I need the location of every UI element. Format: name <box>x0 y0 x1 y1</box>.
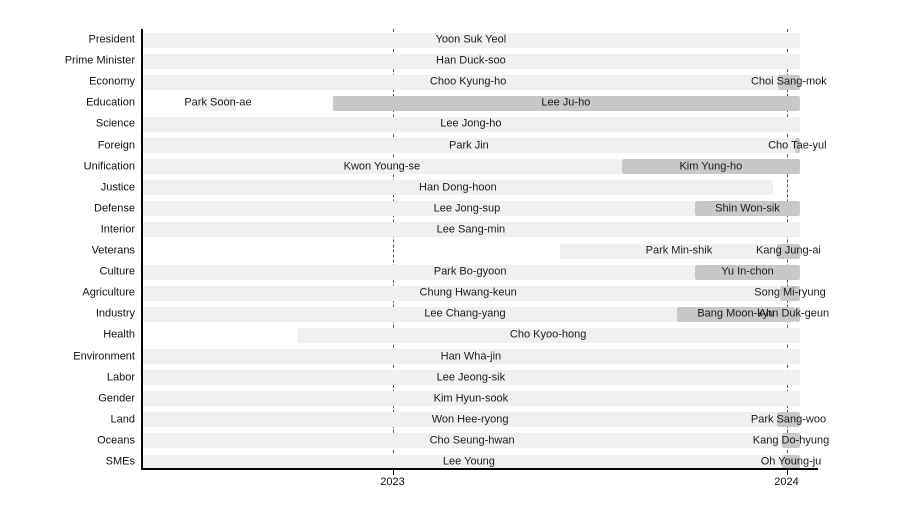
minister-name-label: Choi Sang-mok <box>750 75 827 88</box>
tenure-bar-shin-won-sik <box>695 201 800 217</box>
minister-name-label: Yoon Suk Yeol <box>435 33 507 46</box>
row-label-veterans: Veterans <box>91 244 135 257</box>
row-label-agriculture: Agriculture <box>82 286 135 299</box>
x-axis-line <box>141 468 818 470</box>
tenure-bar-park-soon-ae <box>199 95 237 111</box>
tenure-bar-song-mi-ryung <box>780 285 800 301</box>
tenure-bar-kim-yung-ho <box>621 159 800 175</box>
tenure-bar-cho-seung-hwan <box>141 433 783 449</box>
minister-name-label: Oh Young-ju <box>760 455 822 468</box>
tenure-bar-park-sang-woo <box>777 412 800 428</box>
minister-name-label: Choo Kyung-ho <box>429 75 507 88</box>
tenure-bar-han-wha-jin <box>141 349 800 364</box>
row-label-smes: SMEs <box>105 455 135 468</box>
tenure-bar-lee-ju-ho <box>333 95 800 111</box>
tenure-bar-yu-in-chon <box>695 264 800 280</box>
minister-name-label: Kang Do-hyung <box>752 434 830 447</box>
row-label-prime-minister: Prime Minister <box>64 54 135 67</box>
tenure-bar-lee-chang-yang <box>141 306 677 322</box>
tenure-bar-kwon-young-se <box>141 159 622 175</box>
tenure-bar-lee-jong-sup <box>141 201 696 217</box>
row-label-environment: Environment <box>73 350 135 362</box>
axis-tick-label: 2024 <box>774 476 799 488</box>
row-label-foreign: Foreign <box>97 139 135 151</box>
minister-name-label: Yu In-chon <box>721 265 774 278</box>
tenure-bar-yoon-suk-yeol <box>141 32 800 48</box>
row-label-president: President <box>88 33 135 46</box>
minister-name-label: Lee Sang-min <box>436 223 506 236</box>
tenure-bar-chung-hwang-keun <box>141 285 781 301</box>
row-label-education: Education <box>86 96 135 109</box>
tenure-bar-lee-sang-min <box>141 222 800 238</box>
minister-name-label: Kim Hyun-sook <box>433 392 509 405</box>
tenure-bar-han-dong-hoon <box>141 180 774 196</box>
minister-name-label: Lee Jong-sup <box>433 202 501 215</box>
tenure-bar-oh-young-ju <box>782 454 800 470</box>
minister-name-label: Han Dong-hoon <box>419 181 497 194</box>
row-label-defense: Defense <box>94 202 135 215</box>
minister-name-label: Lee Young <box>442 455 495 468</box>
minister-name-label: Ahn Duk-geun <box>758 307 830 320</box>
row-label-economy: Economy <box>89 75 135 88</box>
tenure-bar-lee-jong-ho <box>141 116 800 132</box>
tenure-bar-kang-do-hyung <box>782 433 800 449</box>
tenure-bar-park-bo-gyoon <box>141 264 696 280</box>
minister-name-label: Cho Tae-yul <box>768 139 827 151</box>
minister-name-label: Cho Seung-hwan <box>429 434 515 447</box>
row-label-oceans: Oceans <box>97 434 135 447</box>
year-gridline <box>392 29 394 468</box>
row-label-industry: Industry <box>95 307 135 320</box>
minister-name-label: Park Bo-gyoon <box>433 265 507 278</box>
minister-name-label: Kim Yung-ho <box>679 160 743 173</box>
minister-name-label: Won Hee-ryong <box>431 413 509 426</box>
minister-name-label: Cho Kyoo-hong <box>509 328 587 341</box>
row-label-gender: Gender <box>98 392 135 405</box>
minister-name-label: Kang Jung-ai <box>756 244 821 257</box>
axis-tick <box>786 469 788 475</box>
minister-name-label: Kwon Young-se <box>343 160 421 173</box>
minister-name-label: Lee Chang-yang <box>424 307 506 320</box>
tenure-bar-ahn-duk-geun <box>794 306 800 322</box>
row-label-culture: Culture <box>99 265 135 278</box>
minister-name-label: Han Wha-jin <box>440 350 502 362</box>
tenure-bar-park-jin <box>141 138 795 153</box>
tenure-bar-han-duck-soo <box>141 53 800 69</box>
axis-tick <box>392 469 394 475</box>
minister-name-label: Shin Won-sik <box>715 202 780 215</box>
row-label-interior: Interior <box>100 223 135 236</box>
tenure-bar-cho-kyoo-hong <box>297 327 800 343</box>
axis-tick-label: 2023 <box>380 476 405 488</box>
minister-name-label: Park Soon-ae <box>184 96 252 109</box>
tenure-bar-cho-tae-yul <box>794 138 800 153</box>
tenure-bar-kang-jung-ai <box>777 243 800 259</box>
tenure-bar-park-min-shik <box>559 243 778 259</box>
tenure-bar-lee-jeong-sik <box>141 370 800 386</box>
tenure-bar-choi-sang-mok <box>777 74 800 90</box>
y-axis-line <box>141 29 143 470</box>
minister-name-label: Park Sang-woo <box>750 413 827 426</box>
minister-name-label: Park Min-shik <box>645 244 713 257</box>
minister-name-label: Park Jin <box>449 139 489 151</box>
row-label-health: Health <box>103 328 135 341</box>
minister-name-label: Lee Jeong-sik <box>436 371 506 384</box>
tenure-bar-lee-young <box>141 454 783 470</box>
row-label-unification: Unification <box>83 160 135 173</box>
tenure-bar-won-hee-ryong <box>141 412 778 428</box>
row-label-labor: Labor <box>106 371 135 384</box>
minister-name-label: Chung Hwang-keun <box>419 286 517 299</box>
minister-name-label: Lee Ju-ho <box>541 96 591 109</box>
row-label-land: Land <box>110 413 135 426</box>
minister-name-label: Song Mi-ryung <box>754 286 826 299</box>
row-label-justice: Justice <box>100 181 135 194</box>
minister-name-label: Han Duck-soo <box>436 54 506 67</box>
row-label-science: Science <box>95 117 135 130</box>
minister-name-label: Bang Moon-kyu <box>697 307 775 320</box>
tenure-bar-choo-kyung-ho <box>141 74 778 90</box>
tenure-bar-bang-moon-kyu <box>676 306 795 322</box>
minister-name-label: Lee Jong-ho <box>440 117 502 130</box>
tenure-bar-kim-hyun-sook <box>141 391 800 407</box>
